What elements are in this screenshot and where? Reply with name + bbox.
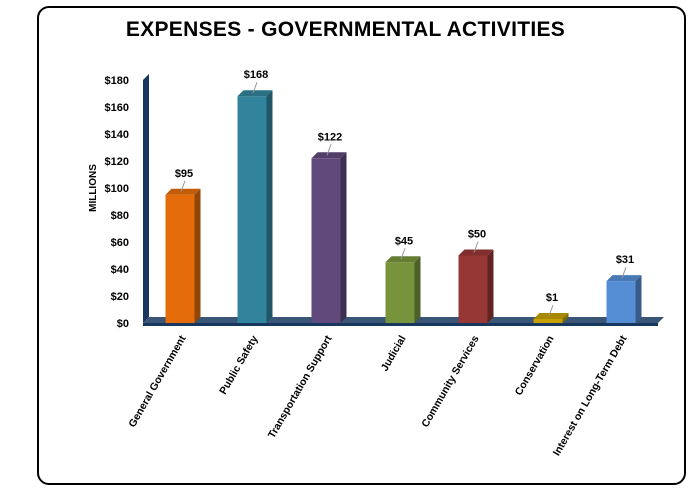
bar-3 xyxy=(385,256,421,323)
bar-side xyxy=(562,313,569,323)
chart-title: EXPENSES - GOVERNMENTAL ACTIVITIES xyxy=(125,18,566,41)
bar-layer xyxy=(165,90,642,323)
bar-1 xyxy=(237,90,273,323)
data-label: $31 xyxy=(616,254,634,266)
data-label-leader xyxy=(621,266,627,279)
bar-front xyxy=(237,96,267,323)
data-label: $122 xyxy=(318,131,342,143)
bar-side xyxy=(194,188,201,323)
y-tick-label: $60 xyxy=(111,237,129,249)
y-axis-title: MILLIONS xyxy=(88,164,99,212)
y-axis-wall xyxy=(143,74,149,323)
bar-top xyxy=(385,256,421,263)
bar-top xyxy=(533,313,569,319)
bar-front xyxy=(165,194,195,323)
data-label-leader xyxy=(326,144,332,156)
bar-side xyxy=(340,152,347,323)
y-tick-label: $0 xyxy=(117,318,129,330)
y-tick-label: $140 xyxy=(105,129,129,141)
x-tick-label: Interest on Long-Term Debt xyxy=(551,333,630,458)
data-label: $45 xyxy=(395,235,413,247)
x-tick-label: General Government xyxy=(126,333,189,429)
bar-front xyxy=(458,255,488,323)
bar-side xyxy=(414,256,421,323)
y-tick-label: $80 xyxy=(111,210,129,222)
x-tick-label: Conservation xyxy=(513,334,557,398)
bar-top xyxy=(606,275,642,282)
bar-6 xyxy=(606,275,642,323)
x-tick-label: Community Services xyxy=(419,333,481,429)
data-label-leader xyxy=(252,82,258,94)
bar-side xyxy=(635,275,642,323)
bar-side xyxy=(266,90,273,323)
data-label: $50 xyxy=(468,229,486,241)
y-tick-label: $180 xyxy=(105,75,129,87)
x-axis-floor-front xyxy=(143,323,658,326)
data-label: $1 xyxy=(546,292,558,304)
bar-2 xyxy=(311,152,347,323)
bar-top xyxy=(311,152,347,159)
bar-front xyxy=(533,319,563,323)
data-label-leader xyxy=(400,248,406,260)
y-tick-label: $100 xyxy=(105,183,129,195)
y-tick-label: $40 xyxy=(111,264,129,276)
bar-4 xyxy=(458,249,494,323)
bar-5 xyxy=(533,313,569,323)
data-label-leader xyxy=(548,304,554,317)
bar-side xyxy=(487,249,494,323)
bar-top xyxy=(237,90,273,97)
data-label: $168 xyxy=(244,69,268,81)
bar-top xyxy=(165,188,201,195)
data-label-leader xyxy=(180,180,186,192)
x-tick-label: Judicial xyxy=(379,333,409,373)
y-tick-label: $120 xyxy=(105,156,129,168)
bar-front xyxy=(385,262,415,323)
y-tick-label: $160 xyxy=(105,102,129,114)
bar-0 xyxy=(165,188,201,323)
y-tick-label: $20 xyxy=(111,291,129,303)
data-label: $95 xyxy=(175,168,193,180)
x-tick-label: Transportation Support xyxy=(266,333,335,440)
data-label-leader xyxy=(473,241,479,253)
bar-top xyxy=(458,249,494,256)
x-tick-label: Public Safety xyxy=(217,333,260,396)
bar-front xyxy=(311,158,341,323)
bar-front xyxy=(606,281,636,323)
